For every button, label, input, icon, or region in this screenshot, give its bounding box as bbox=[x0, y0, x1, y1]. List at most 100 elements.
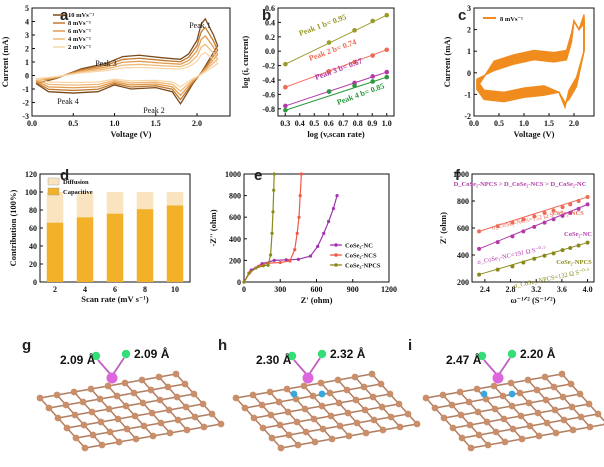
x-tick-label: 2.4 bbox=[480, 285, 490, 294]
carbon-atom bbox=[543, 419, 551, 427]
carbon-atom bbox=[139, 399, 147, 407]
graphene-sheet bbox=[232, 370, 421, 452]
x-axis-label: Voltage (V) bbox=[111, 129, 152, 139]
x-tick-label: 4 bbox=[83, 285, 87, 294]
carbon-atom bbox=[79, 398, 87, 406]
carbon-atom bbox=[360, 383, 368, 391]
carbon-atom bbox=[431, 404, 439, 412]
data-point bbox=[532, 224, 537, 229]
data-point bbox=[585, 240, 590, 245]
x-tick-label: 0.5 bbox=[494, 119, 504, 128]
carbon-atom bbox=[449, 424, 457, 432]
carbon-atom bbox=[54, 414, 62, 422]
carbon-atom bbox=[585, 400, 593, 408]
data-point bbox=[283, 107, 288, 113]
carbon-atom bbox=[266, 388, 274, 396]
x-tick-label: 0.0 bbox=[27, 119, 37, 128]
carbon-atom bbox=[98, 441, 106, 449]
series-label: CoSe₂-NPCS bbox=[556, 259, 592, 266]
carbon-atom bbox=[352, 396, 360, 404]
x-tick-label: 1.0 bbox=[110, 119, 120, 128]
y-tick-label: -0.4 bbox=[262, 76, 275, 85]
data-point bbox=[370, 74, 375, 79]
carbon-atom bbox=[387, 413, 395, 421]
data-point bbox=[326, 40, 332, 45]
series-label: Peak 3 b= 0.67 bbox=[314, 56, 364, 82]
y-tick-label: 600 bbox=[457, 224, 469, 233]
carbon-atom bbox=[377, 380, 385, 388]
data-point bbox=[560, 205, 565, 210]
carbon-atom bbox=[456, 388, 464, 396]
carbon-atom bbox=[483, 418, 491, 426]
carbon-atom bbox=[104, 382, 112, 390]
data-point bbox=[278, 260, 282, 265]
y-tick-label: 0 bbox=[25, 72, 29, 81]
carbon-atom bbox=[422, 394, 430, 402]
data-point bbox=[316, 244, 320, 248]
carbon-atom bbox=[88, 408, 96, 416]
carbon-atom bbox=[53, 391, 61, 399]
data-point bbox=[296, 257, 300, 261]
carbon-atom bbox=[123, 425, 131, 433]
series-label: CoSe₂-NCS bbox=[552, 210, 584, 217]
data-point bbox=[542, 253, 547, 258]
carbon-atom bbox=[71, 411, 79, 419]
carbon-atom bbox=[276, 421, 284, 429]
panel-c-label: c bbox=[458, 7, 466, 24]
carbon-atom bbox=[552, 429, 560, 437]
carbon-atom bbox=[509, 425, 517, 433]
carbon-atom bbox=[379, 426, 387, 434]
y-tick-label: 400 bbox=[229, 235, 241, 244]
y-tick-label: 400 bbox=[457, 251, 469, 260]
y-axis-label: Contribution (100%) bbox=[8, 189, 18, 266]
x-axis-label: Voltage (V) bbox=[514, 129, 555, 139]
x-tick-label: 10 bbox=[171, 285, 179, 294]
panel-d-label: d bbox=[60, 167, 69, 184]
carbon-atom bbox=[62, 401, 70, 409]
y-tick-label: 600 bbox=[229, 213, 241, 222]
x-tick-label: 3.6 bbox=[557, 285, 567, 294]
carbon-atom bbox=[208, 410, 216, 418]
data-point bbox=[532, 214, 537, 219]
carbon-atom bbox=[217, 420, 225, 428]
carbon-atom bbox=[250, 414, 258, 422]
carbon-atom bbox=[140, 422, 148, 430]
carbon-atom bbox=[36, 394, 44, 402]
carbon-atom bbox=[328, 435, 336, 443]
y-tick-label: 800 bbox=[229, 192, 241, 201]
data-point bbox=[326, 89, 332, 94]
x-tick-label: 2.0 bbox=[569, 119, 579, 128]
carbon-atom bbox=[80, 421, 88, 429]
fit-line bbox=[285, 49, 387, 88]
data-point bbox=[542, 220, 547, 225]
bar-capacitive bbox=[106, 213, 124, 282]
x-tick-label: 8 bbox=[143, 285, 147, 294]
carbon-atom bbox=[484, 441, 492, 449]
data-point bbox=[384, 74, 390, 80]
data-point bbox=[370, 79, 375, 84]
data-point bbox=[352, 83, 357, 89]
carbon-atom bbox=[474, 408, 482, 416]
x-tick-label: 1.0 bbox=[382, 119, 392, 128]
carbon-atom bbox=[448, 401, 456, 409]
carbon-atom bbox=[268, 434, 276, 442]
data-point bbox=[268, 253, 273, 257]
y-tick-label: -0.6 bbox=[262, 90, 275, 99]
data-point bbox=[335, 194, 339, 198]
data-point bbox=[326, 219, 331, 224]
data-point bbox=[293, 248, 297, 252]
fit-line bbox=[285, 76, 387, 111]
data-point bbox=[283, 61, 288, 67]
cv-curve-1 bbox=[35, 26, 219, 101]
carbon-atom bbox=[241, 404, 249, 412]
legend-marker bbox=[334, 243, 338, 247]
y-tick-label: 200 bbox=[229, 256, 241, 265]
legend-entry: 8 mVs⁻¹ bbox=[500, 16, 523, 23]
carbon-atom bbox=[567, 380, 575, 388]
y-tick-label: -3 bbox=[22, 112, 29, 121]
data-point bbox=[298, 194, 302, 198]
carbon-atom bbox=[542, 396, 550, 404]
peak-annotation: Peak 2 bbox=[143, 106, 165, 115]
data-point bbox=[585, 194, 590, 199]
metal-atom bbox=[302, 372, 314, 384]
